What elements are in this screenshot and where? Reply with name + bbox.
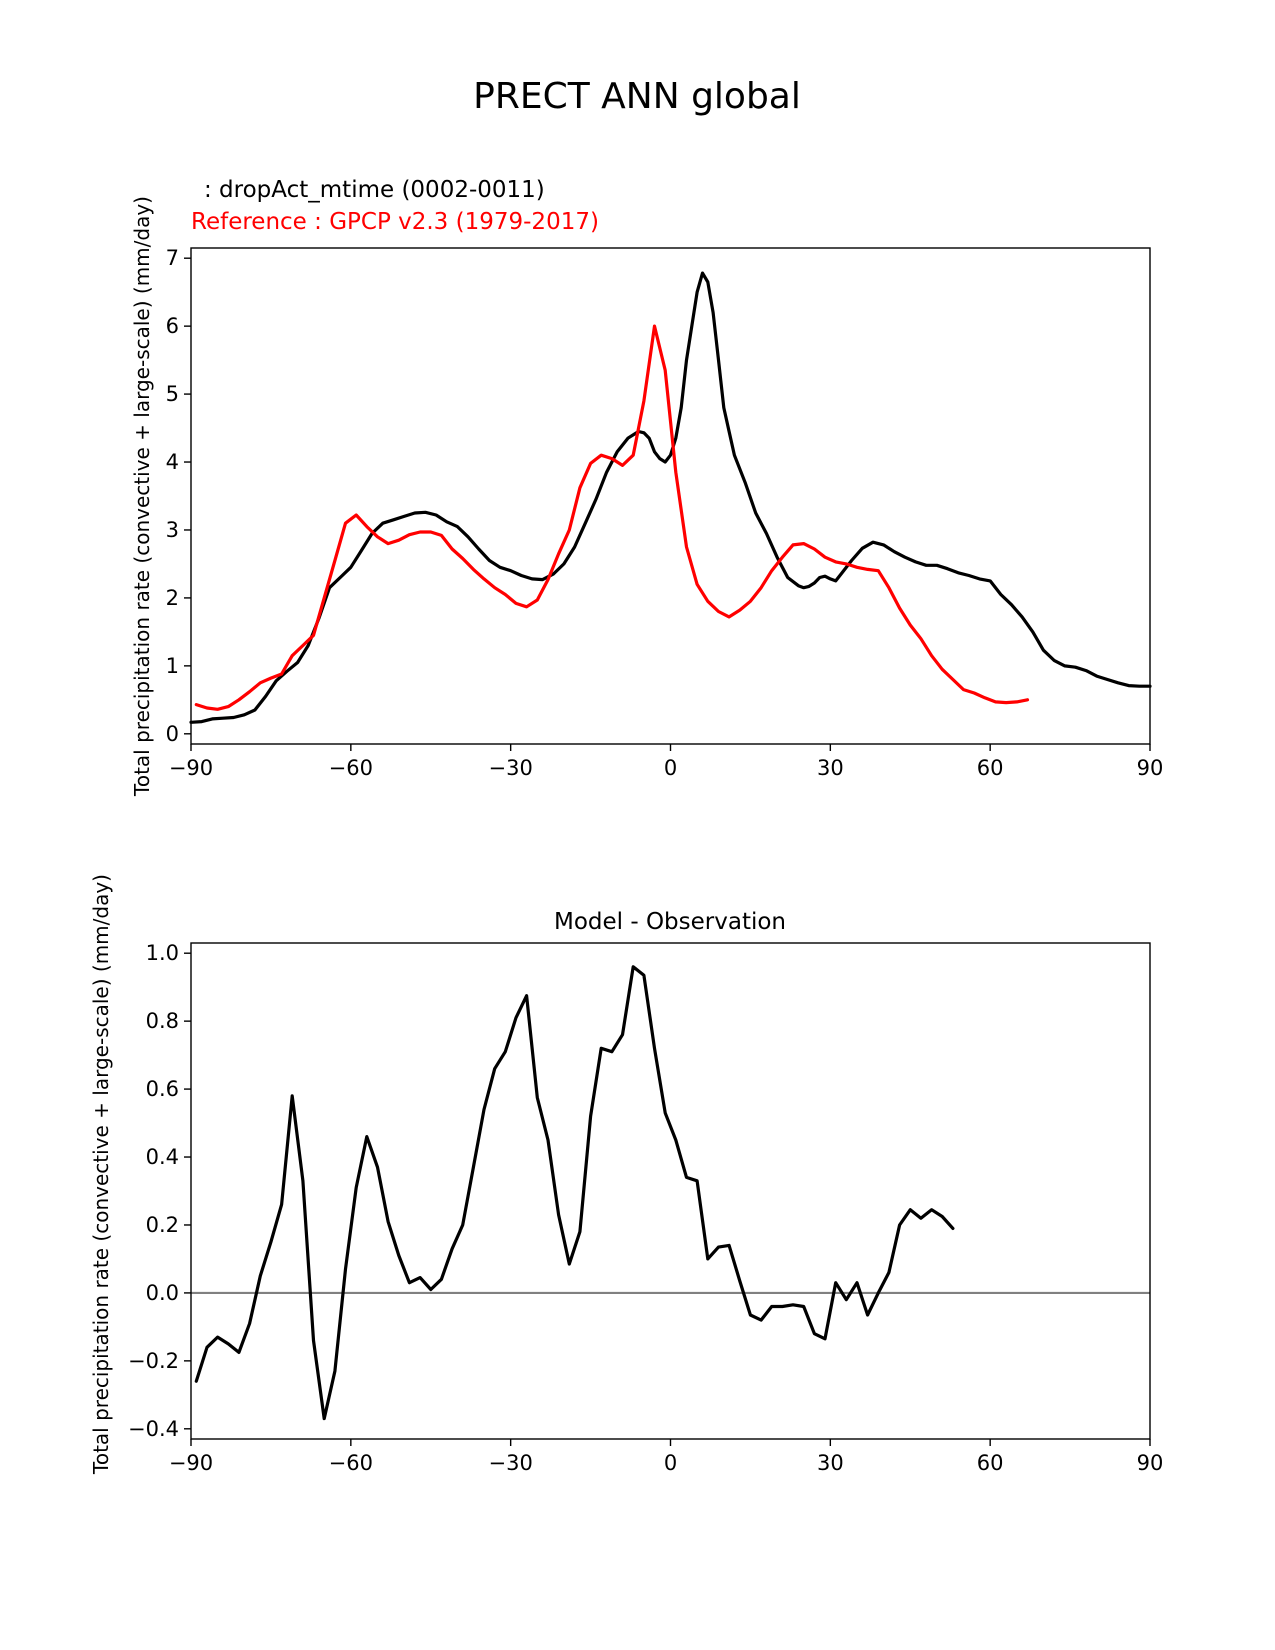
x-tick-label: −30 [489,1451,533,1475]
x-tick-label: 30 [817,756,844,780]
y-tick-label: 3 [166,518,179,542]
x-tick-label: 60 [977,756,1004,780]
x-tick-label: 90 [1137,756,1164,780]
figure-title: PRECT ANN global [473,76,801,117]
plot-frame [190,942,1151,1440]
y-tick-label: 4 [166,450,179,474]
x-tick-label: −90 [169,756,213,780]
y-tick-label: 0.2 [146,1213,179,1237]
y-tick-label: −0.2 [128,1349,179,1373]
y-tick-label: 0.6 [146,1077,179,1101]
y-tick-label: 0.0 [146,1281,179,1305]
x-tick-label: 30 [817,1451,844,1475]
y-tick-label: 0.8 [146,1009,179,1033]
y-tick-label: 7 [166,246,179,270]
y-axis-label: Total precipitation rate (convective + l… [89,874,113,1475]
y-tick-label: −0.4 [128,1417,179,1441]
model-subtitle: : dropAct_mtime (0002-0011) [204,177,545,203]
reference-subtitle: Reference : GPCP v2.3 (1979-2017) [191,209,599,235]
series-line-reference [194,324,1030,711]
x-tick-label: −90 [169,1451,213,1475]
series-line-model [189,271,1152,724]
x-tick-label: 0 [664,756,677,780]
plot-frame [190,247,1151,745]
y-tick-label: 1.0 [146,941,179,965]
x-tick-label: 90 [1137,1451,1164,1475]
y-tick-label: 0 [166,722,179,746]
x-tick-label: −60 [329,756,373,780]
x-tick-label: −60 [329,1451,373,1475]
line-chart-top: : dropAct_mtime (0002-0011) Reference : … [130,177,1163,797]
series-line-model [194,965,955,1421]
y-tick-label: 5 [166,382,179,406]
x-tick-label: 60 [977,1451,1004,1475]
line-chart-bottom: Model - Observation Total precipitation … [89,874,1163,1475]
difference-title: Model - Observation [554,909,786,935]
x-tick-label: 0 [664,1451,677,1475]
y-tick-label: 2 [166,586,179,610]
x-tick-label: −30 [489,756,533,780]
y-axis-label: Total precipitation rate (convective + l… [130,196,154,797]
y-tick-label: 0.4 [146,1145,179,1169]
y-tick-label: 1 [166,654,179,678]
y-tick-label: 6 [166,314,179,338]
